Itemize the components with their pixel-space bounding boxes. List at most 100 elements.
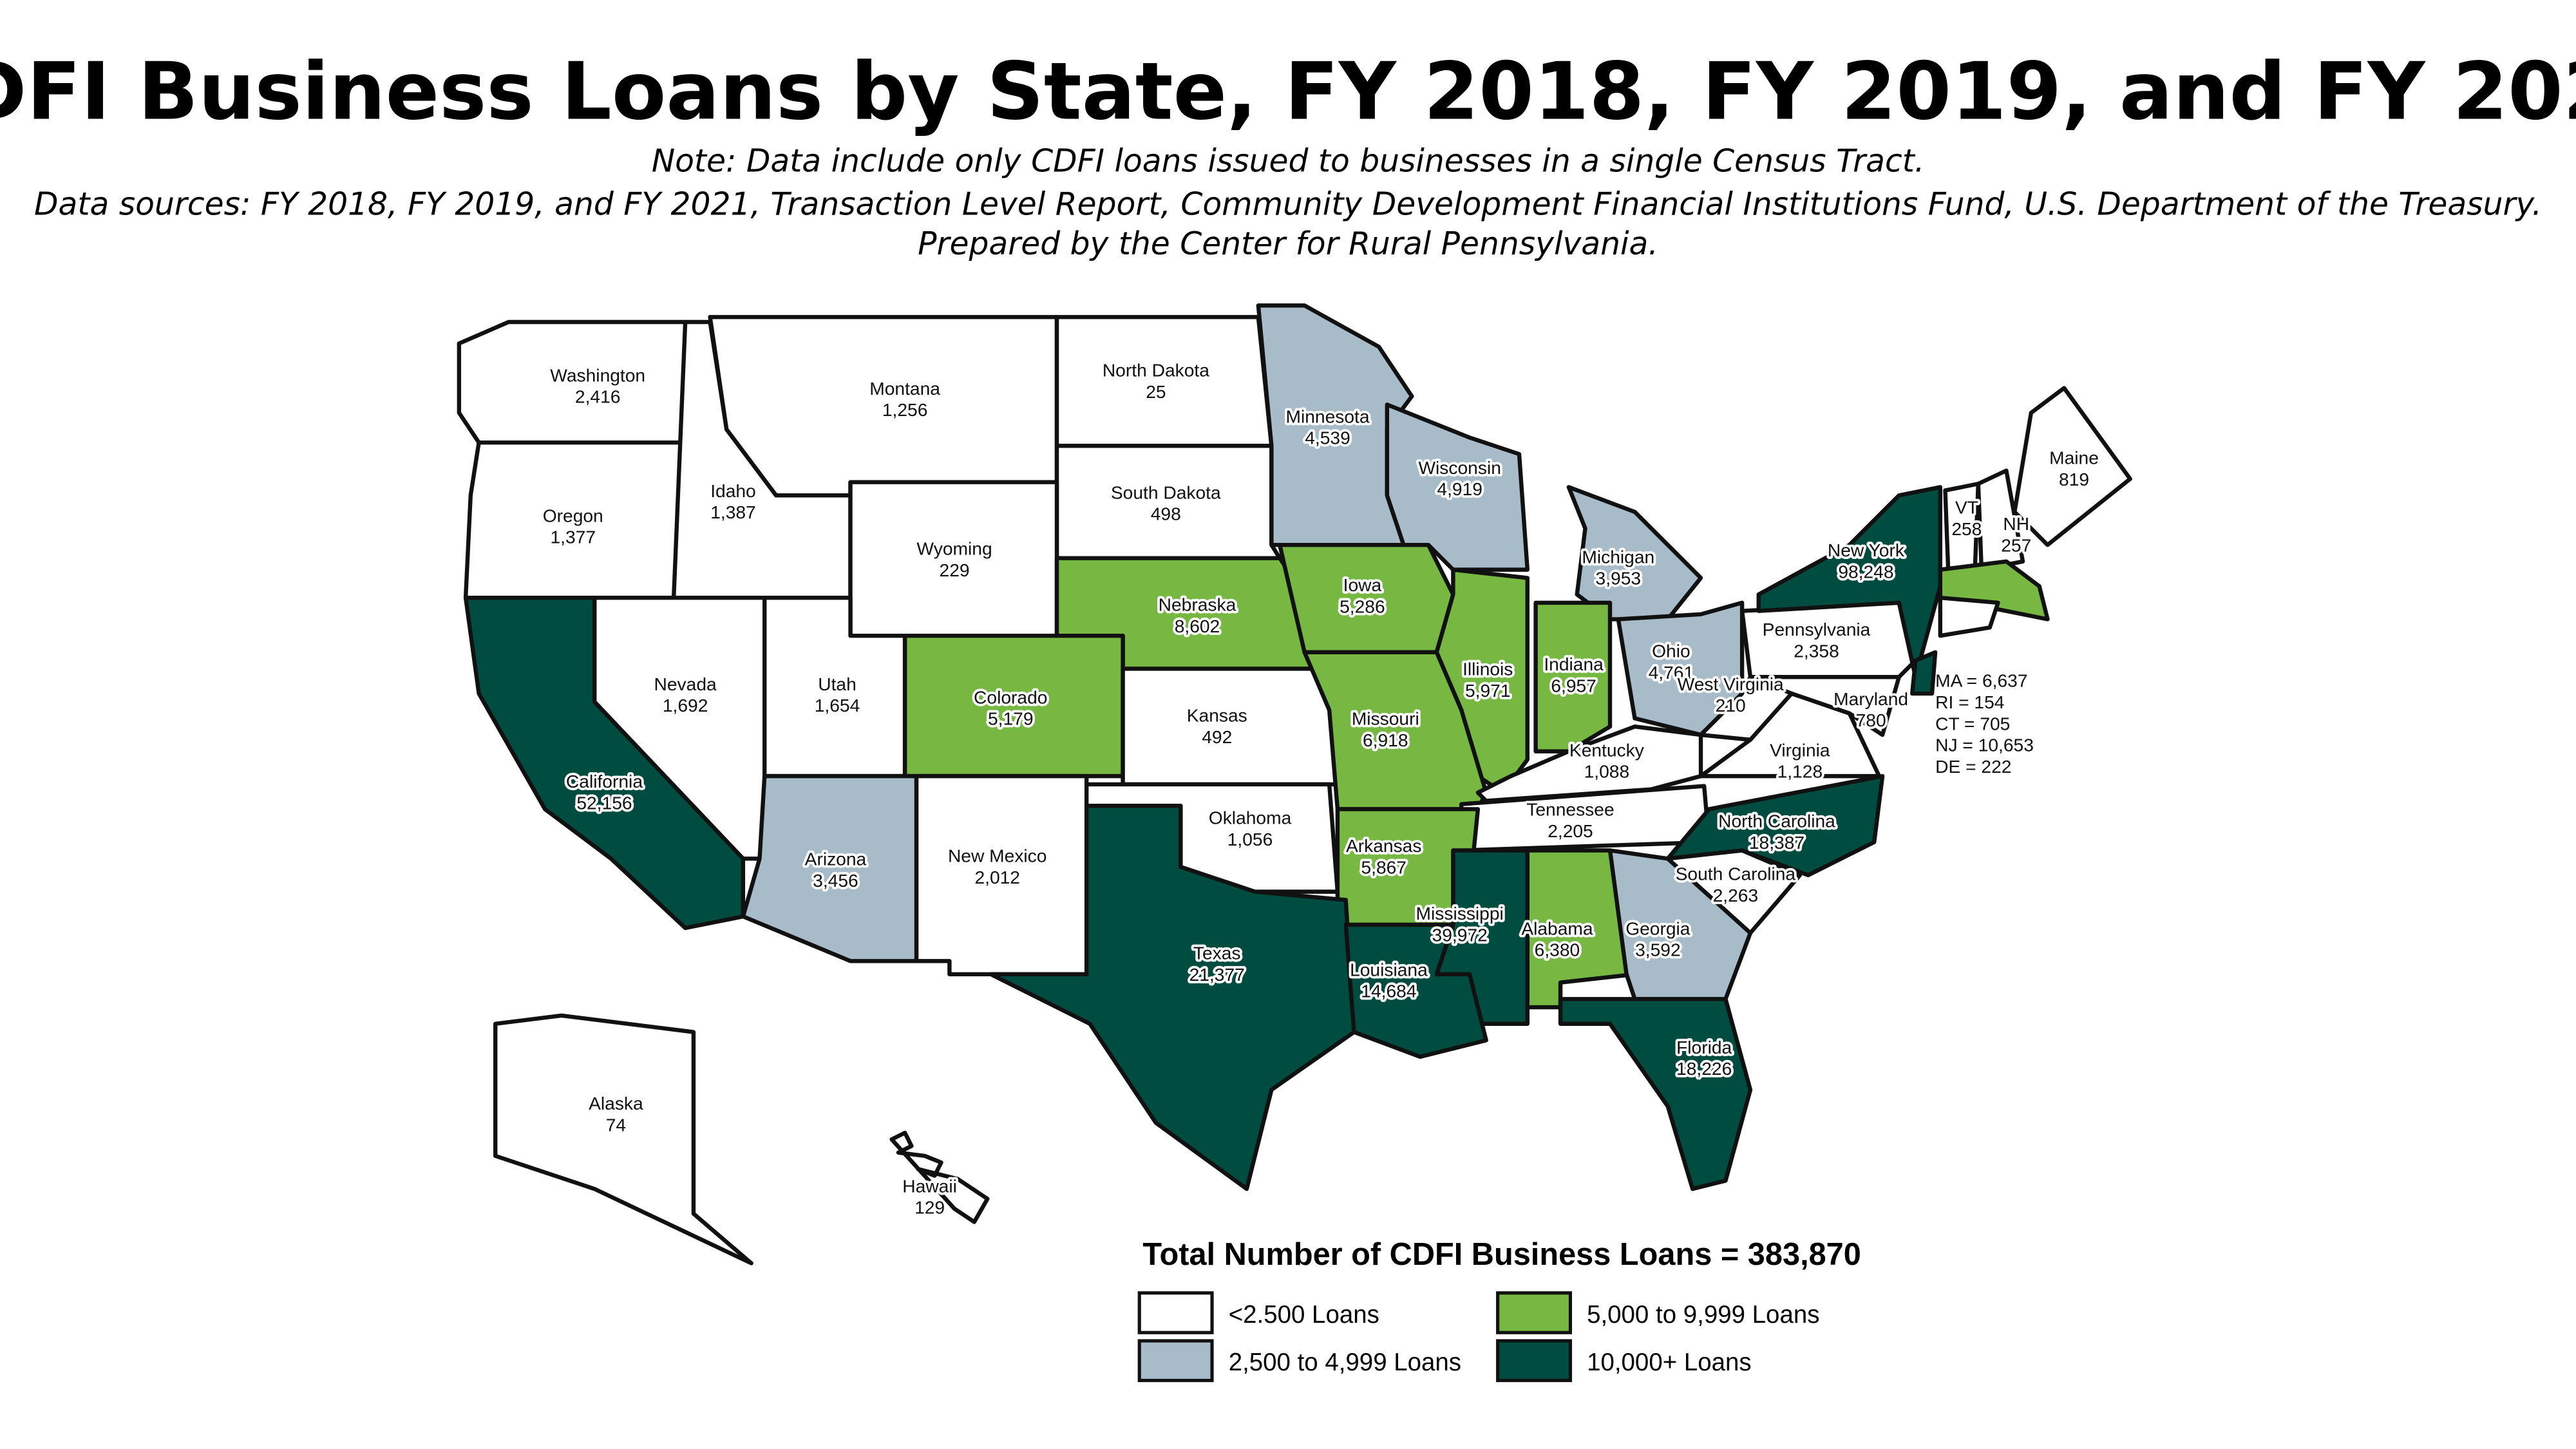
state-value: 6,380 bbox=[1535, 940, 1580, 960]
legend-swatch bbox=[1496, 1339, 1573, 1383]
state-name: Missouri bbox=[1352, 708, 1419, 729]
state-value: 2,416 bbox=[575, 386, 621, 407]
state-name: Virginia bbox=[1770, 739, 1830, 760]
state-shape bbox=[2012, 386, 2132, 547]
state-value: 4,919 bbox=[1437, 478, 1482, 499]
state-name: Texas bbox=[1193, 943, 1241, 963]
state-value: 4,761 bbox=[1649, 662, 1694, 683]
state-name: VT bbox=[1955, 497, 1978, 517]
small-state-note: RI = 154 bbox=[1935, 692, 2004, 712]
state-shape bbox=[914, 773, 1089, 977]
state-name: Montana bbox=[869, 378, 940, 399]
state-name: Alabama bbox=[1521, 918, 1593, 938]
state-name: Pennsylvania bbox=[1763, 619, 1871, 639]
state-name: South Carolina bbox=[1676, 864, 1796, 884]
state-name: Oregon bbox=[543, 505, 603, 526]
state-name: Illinois bbox=[1463, 659, 1513, 679]
state-value: 6,918 bbox=[1363, 730, 1408, 750]
state-name: Idaho bbox=[710, 480, 756, 501]
state-value: 1,654 bbox=[815, 695, 860, 715]
state-name: Colorado bbox=[974, 687, 1047, 707]
state-value: 1,256 bbox=[882, 399, 928, 420]
state-value: 2,263 bbox=[1713, 885, 1759, 905]
state-shape bbox=[1533, 600, 1613, 753]
title: CDFI Business Loans by State, FY 2018, F… bbox=[0, 46, 2576, 138]
state-shape bbox=[1938, 596, 2000, 638]
state-name: Arizona bbox=[805, 849, 867, 869]
note: Note: Data include only CDFI loans issue… bbox=[652, 144, 1925, 180]
state-name: Utah bbox=[818, 674, 857, 694]
state-name: Maine bbox=[2049, 448, 2099, 468]
state-value: 4,539 bbox=[1305, 428, 1350, 448]
state-shape bbox=[1910, 650, 1938, 696]
state-shape bbox=[989, 804, 1356, 1191]
state-value: 25 bbox=[1146, 381, 1166, 402]
state-name: North Carolina bbox=[1718, 811, 1835, 831]
state-value: 6,957 bbox=[1551, 675, 1596, 696]
state-value: 8,602 bbox=[1175, 616, 1220, 636]
state-value: 1,056 bbox=[1227, 829, 1273, 849]
legend-swatch bbox=[1496, 1291, 1573, 1334]
small-state-note: NJ = 10,653 bbox=[1935, 735, 2034, 755]
state-value: 1,128 bbox=[1777, 761, 1823, 782]
state-name: NH bbox=[2003, 513, 2029, 534]
state-name: Alaska bbox=[589, 1093, 643, 1113]
state-value: 18,387 bbox=[1749, 832, 1804, 853]
state-name: Minnesota bbox=[1286, 406, 1370, 426]
state-value: 52,156 bbox=[576, 792, 632, 813]
state-value: 74 bbox=[606, 1114, 626, 1135]
state-value: 1,692 bbox=[663, 695, 708, 715]
legend-title: Total Number of CDFI Business Loans = 38… bbox=[1142, 1237, 1861, 1272]
state-name: North Dakota bbox=[1103, 360, 1209, 381]
state-name: Nebraska bbox=[1159, 594, 1236, 615]
state-name: Florida bbox=[1676, 1037, 1732, 1057]
state-value: 2,012 bbox=[974, 867, 1020, 887]
state-name: Oklahoma bbox=[1209, 807, 1292, 828]
state-shape bbox=[889, 1130, 990, 1224]
state-value: 39,972 bbox=[1432, 925, 1488, 945]
state-shape bbox=[1748, 675, 1901, 737]
state-value: 1,387 bbox=[710, 502, 756, 522]
state-name: Hawaii bbox=[902, 1175, 957, 1196]
state-name: Arkansas bbox=[1346, 835, 1422, 856]
state-value: 780 bbox=[1856, 710, 1886, 730]
state-name: Kentucky bbox=[1569, 739, 1645, 760]
state-name: New Mexico bbox=[948, 845, 1047, 866]
state-value: 5,286 bbox=[1340, 596, 1385, 616]
state-value: 498 bbox=[1151, 504, 1181, 524]
state-name: Nevada bbox=[654, 674, 717, 694]
legend-swatch bbox=[1137, 1291, 1214, 1334]
state-value: 819 bbox=[2059, 469, 2089, 489]
state-value: 5,179 bbox=[988, 708, 1034, 729]
state-shape bbox=[1343, 922, 1488, 1059]
note: Data sources: FY 2018, FY 2019, and FY 2… bbox=[34, 186, 2542, 222]
small-state-note: DE = 222 bbox=[1935, 756, 2011, 777]
state-value: 3,592 bbox=[1635, 940, 1681, 960]
state-value: 1,377 bbox=[550, 527, 596, 547]
state-name: Washington bbox=[550, 365, 645, 385]
state-value: 258 bbox=[1951, 518, 1982, 539]
legend-label: 10,000+ Loans bbox=[1587, 1349, 1752, 1376]
state-name: Maryland bbox=[1833, 688, 1908, 709]
state-value: 18,226 bbox=[1676, 1058, 1732, 1079]
state-name: Louisiana bbox=[1350, 959, 1428, 980]
state-value: 492 bbox=[1202, 726, 1232, 747]
state-shape bbox=[1976, 468, 2025, 572]
state-value: 129 bbox=[914, 1197, 945, 1218]
state-value: 5,867 bbox=[1361, 857, 1406, 877]
state-value: 2,205 bbox=[1548, 820, 1593, 841]
state-name: Mississippi bbox=[1416, 903, 1504, 923]
state-name: Michigan bbox=[1582, 546, 1654, 567]
state-shape bbox=[1938, 559, 2050, 621]
states bbox=[457, 303, 2132, 1265]
state-value: 3,953 bbox=[1596, 568, 1642, 589]
legend-label: 5,000 to 9,999 Loans bbox=[1587, 1301, 1819, 1329]
state-name: Kansas bbox=[1187, 705, 1247, 726]
legend-label: 2,500 to 4,999 Loans bbox=[1229, 1349, 1461, 1376]
state-shape bbox=[493, 1013, 753, 1265]
state-value: 3,456 bbox=[813, 870, 858, 891]
